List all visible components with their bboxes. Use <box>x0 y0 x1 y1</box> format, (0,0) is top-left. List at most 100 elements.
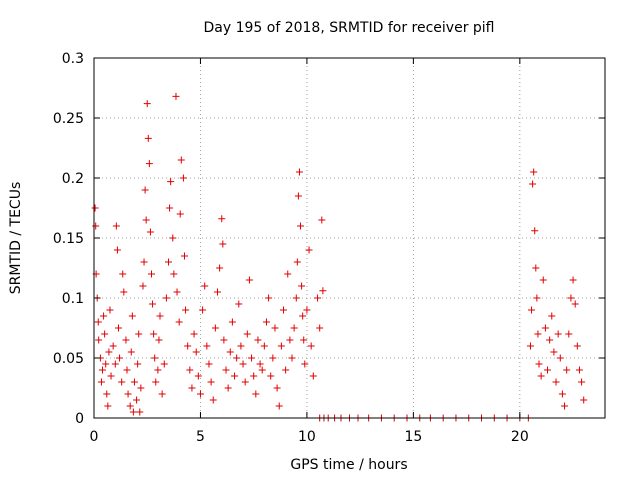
data-point <box>265 294 273 302</box>
data-point <box>216 264 224 272</box>
x-tick-label: 0 <box>90 429 99 445</box>
data-point <box>109 342 117 350</box>
data-point <box>233 354 241 362</box>
data-point <box>139 282 147 290</box>
data-point <box>165 258 173 266</box>
data-point <box>156 312 164 320</box>
data-point <box>275 402 283 410</box>
data-point <box>196 390 204 398</box>
data-point <box>533 294 541 302</box>
data-point <box>209 396 217 404</box>
data-point <box>241 378 249 386</box>
data-point <box>207 378 215 386</box>
data-point <box>205 360 213 368</box>
data-point <box>569 276 577 284</box>
data-point <box>290 324 298 332</box>
data-point <box>118 378 126 386</box>
data-point <box>239 360 247 368</box>
data-point <box>201 282 209 290</box>
data-point <box>135 330 143 338</box>
x-axis-label: GPS time / hours <box>290 457 407 473</box>
data-point <box>129 408 137 416</box>
data-point <box>273 384 281 392</box>
data-point <box>188 384 196 392</box>
data-point <box>113 246 121 254</box>
data-point <box>91 204 99 212</box>
data-point <box>271 324 279 332</box>
data-point <box>248 354 256 362</box>
data-point <box>305 246 313 254</box>
data-point <box>128 312 136 320</box>
data-point <box>269 354 277 362</box>
data-point <box>550 348 558 356</box>
data-point <box>122 336 130 344</box>
data-point <box>101 330 109 338</box>
data-point <box>170 270 178 278</box>
data-point <box>531 227 539 235</box>
data-point <box>116 354 124 362</box>
data-point <box>137 384 145 392</box>
data-point <box>298 282 306 290</box>
data-point <box>222 366 230 374</box>
data-point <box>294 192 302 200</box>
grid <box>94 58 605 418</box>
data-point <box>235 300 243 308</box>
data-point <box>254 336 262 344</box>
data-point <box>120 288 128 296</box>
data-point <box>554 330 562 338</box>
data-point <box>92 222 100 230</box>
data-point <box>213 288 221 296</box>
data-point <box>237 342 245 350</box>
data-point <box>561 402 569 410</box>
data-point <box>127 348 135 356</box>
data-point <box>211 324 219 332</box>
data-point <box>534 330 542 338</box>
data-point <box>267 372 275 380</box>
x-tick-label: 15 <box>404 429 422 445</box>
data-point <box>186 366 194 374</box>
data-point <box>126 402 134 410</box>
data-point <box>301 360 309 368</box>
data-point <box>224 384 232 392</box>
data-point <box>169 234 177 242</box>
data-point <box>307 342 315 350</box>
y-tick-label: 0.2 <box>62 171 84 187</box>
data-point <box>319 287 327 295</box>
data-point <box>152 378 160 386</box>
data-point <box>295 168 303 176</box>
data-point <box>318 216 326 224</box>
data-point <box>286 336 294 344</box>
data-point <box>309 372 317 380</box>
y-tick-label: 0.05 <box>53 351 84 367</box>
data-points <box>91 92 588 422</box>
data-point <box>529 180 537 188</box>
data-point <box>282 366 290 374</box>
y-tick-label: 0.3 <box>62 51 84 67</box>
data-point <box>573 342 581 350</box>
data-point <box>130 378 138 386</box>
data-point <box>558 390 566 398</box>
data-point <box>177 156 185 164</box>
data-point <box>303 306 311 314</box>
data-point <box>548 312 556 320</box>
data-point <box>146 228 154 236</box>
data-point <box>300 336 308 344</box>
data-point <box>158 390 166 398</box>
data-point <box>144 134 152 142</box>
data-point <box>528 306 536 314</box>
data-point <box>277 342 285 350</box>
data-point <box>260 342 268 350</box>
data-point <box>141 186 149 194</box>
data-point <box>104 402 112 410</box>
data-point <box>184 342 192 350</box>
data-point <box>95 336 103 344</box>
data-point <box>162 294 170 302</box>
data-point <box>220 336 228 344</box>
data-point <box>167 178 175 186</box>
data-point <box>544 366 552 374</box>
data-point <box>571 300 579 308</box>
data-point <box>190 330 198 338</box>
data-point <box>541 324 549 332</box>
data-point <box>535 360 543 368</box>
data-point <box>151 354 159 362</box>
